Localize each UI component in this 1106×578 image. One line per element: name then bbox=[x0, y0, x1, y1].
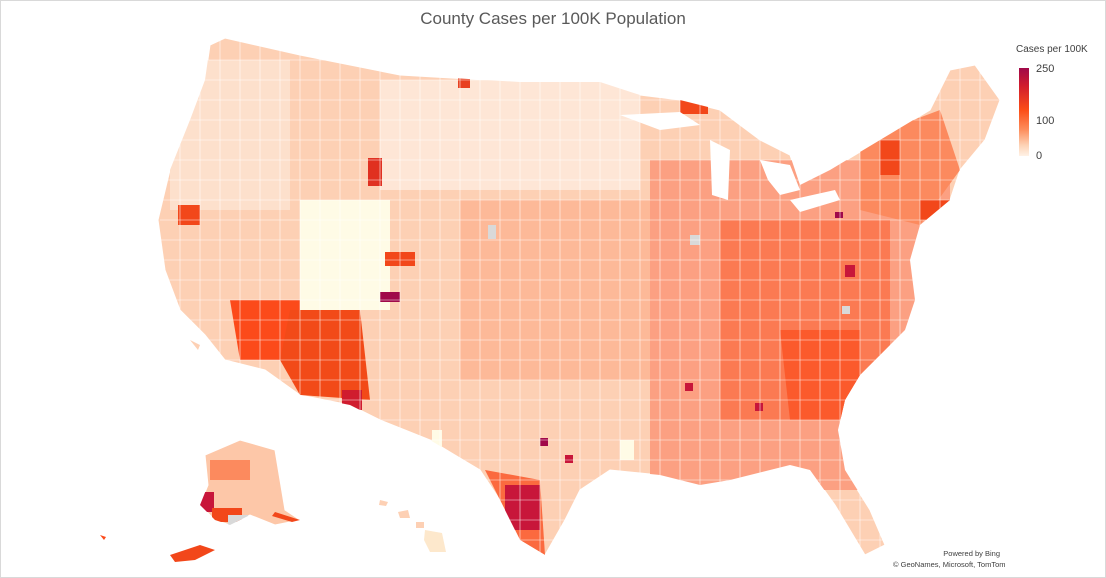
alaska bbox=[100, 439, 302, 562]
legend-tick-mid: 100 bbox=[1036, 115, 1055, 127]
legend-title: Cases per 100K bbox=[1016, 44, 1088, 55]
channel-island bbox=[190, 340, 200, 350]
legend-color-scale bbox=[1019, 68, 1029, 156]
county-grid bbox=[160, 40, 1000, 555]
alaska-panhandle bbox=[272, 512, 300, 522]
aleutian-islands bbox=[170, 545, 215, 562]
lower48-states bbox=[157, 37, 1001, 556]
lake-michigan bbox=[710, 140, 730, 200]
hawaii bbox=[379, 500, 446, 552]
bing-credit: Powered by Bing bbox=[943, 549, 1000, 558]
lake-huron bbox=[760, 160, 800, 195]
chart-title: County Cases per 100K Population bbox=[420, 9, 686, 28]
legend-tick-min: 0 bbox=[1036, 150, 1043, 162]
legend-tick-max: 250 bbox=[1036, 63, 1055, 75]
map-data-credit: © GeoNames, Microsoft, TomTom bbox=[893, 560, 1006, 569]
aleutian-tip bbox=[100, 535, 106, 540]
lake-superior bbox=[620, 112, 700, 130]
lake-erie bbox=[790, 190, 840, 212]
